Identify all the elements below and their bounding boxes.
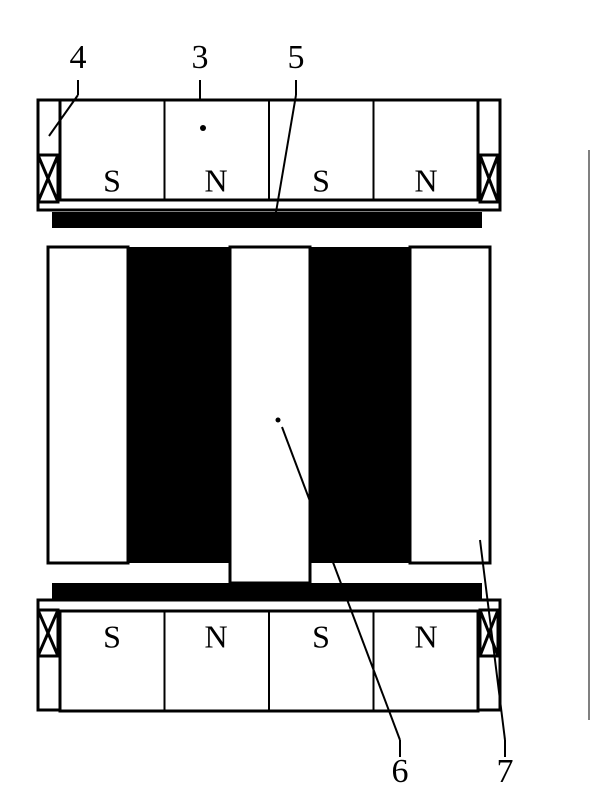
top-magnet-marker: [200, 125, 206, 131]
top-rotor: SNSN: [38, 100, 500, 228]
bottom-rotor-pole-label-3: N: [414, 618, 437, 654]
top-rotor-pole-label-3: N: [414, 162, 437, 198]
bottom-rotor: SNSN: [38, 583, 500, 711]
bottom-rotor-pole-label-0: S: [103, 618, 121, 654]
callout-number-6: 6: [392, 753, 409, 790]
stator-tooth-2: [410, 247, 490, 563]
callout-number-3: 3: [192, 39, 209, 76]
bottom-rotor-pole-label-2: S: [312, 618, 330, 654]
top-rotor-pole-label-1: N: [204, 162, 227, 198]
callout-number-4: 4: [70, 39, 87, 76]
top-rotor-plate: [52, 212, 482, 228]
top-rotor-pole-label-0: S: [103, 162, 121, 198]
stator-tooth-0: [48, 247, 128, 563]
callout-number-5: 5: [288, 39, 305, 76]
bottom-rotor-pole-label-1: N: [204, 618, 227, 654]
stator-assembly: [48, 247, 490, 583]
bottom-rotor-plate: [52, 583, 482, 599]
stator-tooth-1: [230, 247, 310, 583]
top-rotor-pole-label-2: S: [312, 162, 330, 198]
stator-center-marker: [276, 418, 281, 423]
callout-number-7: 7: [497, 753, 514, 790]
